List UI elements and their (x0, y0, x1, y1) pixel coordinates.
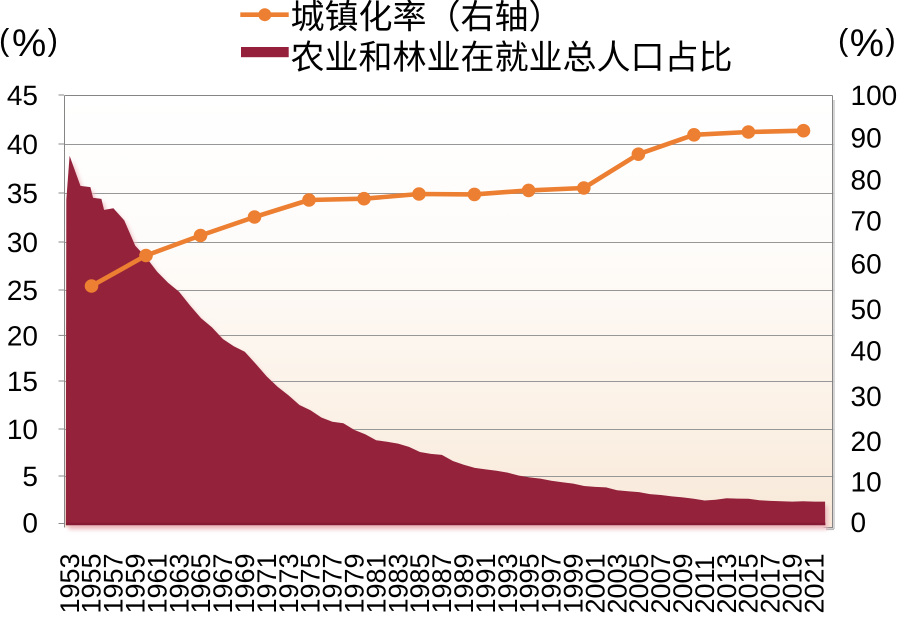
svg-text:45: 45 (7, 80, 38, 111)
svg-text:1975: 1975 (296, 553, 326, 613)
svg-text:2007: 2007 (646, 553, 676, 613)
svg-text:2009: 2009 (668, 553, 698, 613)
svg-text:2015: 2015 (734, 553, 764, 613)
svg-text:2013: 2013 (712, 553, 742, 613)
svg-text:90: 90 (851, 123, 882, 154)
svg-text:80: 80 (851, 165, 882, 196)
svg-text:20: 20 (7, 320, 38, 351)
svg-text:1999: 1999 (559, 553, 589, 613)
svg-text:1961: 1961 (142, 553, 172, 613)
svg-text:40: 40 (7, 129, 38, 160)
svg-text:1981: 1981 (361, 553, 391, 613)
svg-text:2017: 2017 (756, 553, 786, 613)
svg-text:1997: 1997 (537, 553, 567, 613)
svg-text:30: 30 (7, 227, 38, 258)
svg-text:%: % (12, 22, 46, 65)
svg-text:70: 70 (851, 206, 882, 237)
svg-text:100: 100 (851, 80, 898, 111)
svg-text:25: 25 (7, 275, 38, 306)
svg-text:1957: 1957 (99, 553, 129, 613)
svg-text:1995: 1995 (515, 553, 545, 613)
svg-text:(: ( (838, 22, 849, 57)
svg-text:(: ( (0, 22, 10, 57)
svg-text:30: 30 (851, 381, 882, 412)
svg-text:1991: 1991 (471, 553, 501, 613)
svg-text:1971: 1971 (252, 553, 282, 613)
svg-text:2001: 2001 (580, 553, 610, 613)
svg-text:1973: 1973 (274, 553, 304, 613)
svg-text:60: 60 (851, 248, 882, 279)
svg-text:2011: 2011 (690, 555, 720, 613)
svg-text:5: 5 (22, 461, 38, 492)
svg-text:1969: 1969 (230, 553, 260, 613)
svg-text:10: 10 (7, 414, 38, 445)
svg-text:10: 10 (851, 467, 882, 498)
svg-text:2005: 2005 (624, 553, 654, 613)
svg-text:1985: 1985 (405, 553, 435, 613)
svg-text:1977: 1977 (318, 553, 348, 613)
svg-text:1983: 1983 (383, 553, 413, 613)
svg-text:2003: 2003 (602, 553, 632, 613)
svg-text:2019: 2019 (778, 553, 808, 613)
svg-text:35: 35 (7, 178, 38, 209)
svg-text:%: % (850, 22, 884, 65)
svg-text:1965: 1965 (186, 553, 216, 613)
svg-text:0: 0 (851, 507, 867, 538)
svg-text:1955: 1955 (77, 553, 107, 613)
svg-text:): ) (885, 22, 895, 57)
svg-text:1979: 1979 (340, 553, 370, 613)
svg-text:1959: 1959 (121, 553, 151, 613)
svg-text:1963: 1963 (164, 553, 194, 613)
svg-text:2021: 2021 (799, 553, 829, 613)
svg-text:1989: 1989 (449, 553, 479, 613)
svg-text:50: 50 (851, 294, 882, 325)
svg-text:1953: 1953 (55, 553, 85, 613)
svg-text:): ) (48, 22, 58, 57)
svg-text:1967: 1967 (208, 553, 238, 613)
svg-text:15: 15 (7, 366, 38, 397)
svg-text:40: 40 (851, 336, 882, 367)
svg-text:0: 0 (22, 508, 38, 539)
svg-text:20: 20 (851, 426, 882, 457)
svg-text:1987: 1987 (427, 553, 457, 613)
svg-text:1993: 1993 (493, 553, 523, 613)
